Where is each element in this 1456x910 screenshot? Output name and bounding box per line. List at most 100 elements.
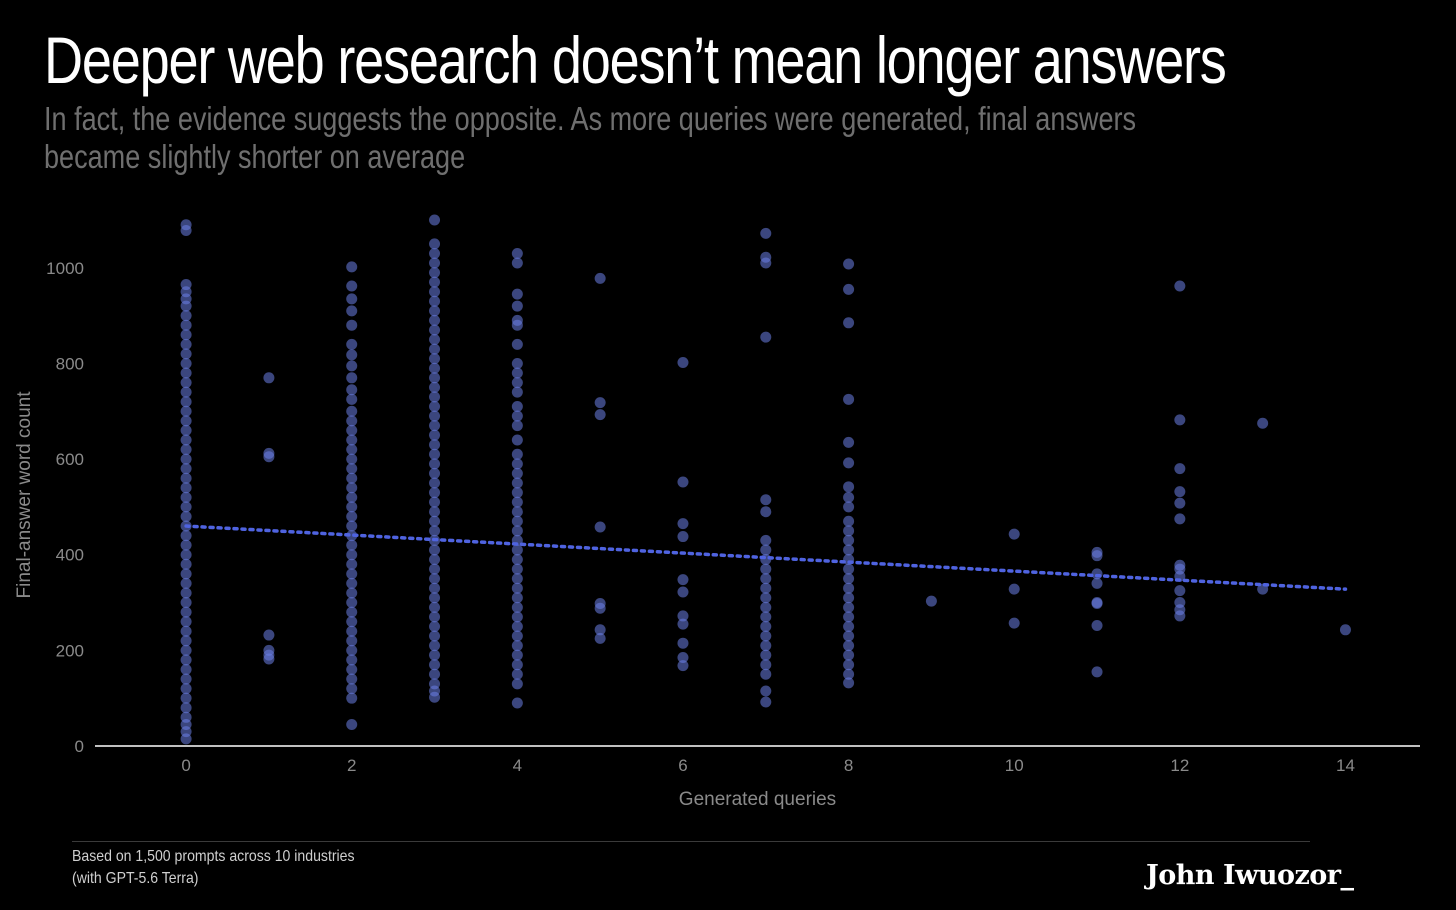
data-point bbox=[677, 618, 689, 630]
data-point bbox=[1174, 513, 1186, 525]
data-point bbox=[843, 515, 855, 527]
x-tick-label: 8 bbox=[844, 756, 853, 775]
data-point bbox=[511, 563, 523, 575]
data-point bbox=[1091, 550, 1103, 562]
data-point bbox=[511, 367, 523, 379]
data-point bbox=[346, 530, 358, 542]
data-point bbox=[511, 448, 523, 460]
data-point bbox=[346, 501, 358, 513]
data-point bbox=[180, 434, 192, 446]
y-tick-label: 0 bbox=[75, 737, 84, 756]
data-point bbox=[180, 568, 192, 580]
data-point bbox=[429, 659, 441, 671]
data-point bbox=[511, 458, 523, 470]
data-point bbox=[1091, 666, 1103, 678]
data-point bbox=[180, 386, 192, 398]
data-point bbox=[429, 353, 441, 365]
data-point bbox=[429, 525, 441, 537]
data-point bbox=[1091, 598, 1103, 610]
data-point bbox=[263, 653, 275, 665]
y-axis-label: Final-answer word count bbox=[14, 391, 35, 599]
data-point bbox=[429, 592, 441, 604]
data-point bbox=[760, 620, 772, 632]
data-point bbox=[1091, 568, 1103, 580]
data-point bbox=[263, 451, 275, 463]
data-point bbox=[346, 663, 358, 675]
data-point bbox=[346, 434, 358, 446]
data-point bbox=[346, 384, 358, 396]
data-point bbox=[1257, 417, 1269, 429]
data-point bbox=[180, 453, 192, 465]
data-point bbox=[843, 620, 855, 632]
data-point bbox=[429, 343, 441, 355]
data-point bbox=[1091, 577, 1103, 589]
y-tick-label: 1000 bbox=[46, 259, 84, 278]
data-point bbox=[760, 257, 772, 269]
data-point bbox=[843, 677, 855, 689]
data-point bbox=[429, 573, 441, 585]
data-point bbox=[180, 616, 192, 628]
data-point bbox=[511, 678, 523, 690]
data-point bbox=[429, 372, 441, 384]
data-point bbox=[677, 610, 689, 622]
data-point bbox=[511, 592, 523, 604]
data-point bbox=[180, 577, 192, 589]
data-point bbox=[180, 510, 192, 522]
data-point bbox=[346, 549, 358, 561]
data-point bbox=[429, 439, 441, 451]
data-point bbox=[843, 544, 855, 556]
data-point bbox=[346, 510, 358, 522]
data-point bbox=[843, 258, 855, 270]
data-point bbox=[760, 544, 772, 556]
data-point bbox=[511, 496, 523, 508]
data-point bbox=[511, 477, 523, 489]
data-point bbox=[511, 659, 523, 671]
data-point bbox=[677, 574, 689, 586]
data-point bbox=[429, 334, 441, 346]
data-point bbox=[1174, 486, 1186, 498]
data-point bbox=[429, 420, 441, 432]
trend-line bbox=[184, 524, 1348, 591]
data-point bbox=[760, 649, 772, 661]
data-point bbox=[760, 601, 772, 613]
data-point bbox=[511, 487, 523, 499]
data-point bbox=[429, 429, 441, 441]
data-point bbox=[677, 476, 689, 488]
x-tick-label: 10 bbox=[1005, 756, 1024, 775]
data-point bbox=[511, 420, 523, 432]
data-point bbox=[1008, 528, 1020, 540]
data-point bbox=[511, 601, 523, 613]
data-point bbox=[843, 457, 855, 469]
data-point bbox=[429, 381, 441, 393]
data-point bbox=[346, 520, 358, 532]
data-point bbox=[760, 506, 772, 518]
data-point bbox=[346, 482, 358, 494]
data-point bbox=[760, 563, 772, 575]
data-point bbox=[180, 644, 192, 656]
data-point bbox=[677, 586, 689, 598]
data-point bbox=[760, 331, 772, 343]
data-point bbox=[429, 295, 441, 307]
data-point bbox=[346, 424, 358, 436]
data-point bbox=[346, 635, 358, 647]
data-point bbox=[843, 393, 855, 405]
data-point bbox=[180, 635, 192, 647]
data-point bbox=[843, 501, 855, 513]
data-point bbox=[180, 338, 192, 350]
data-point bbox=[429, 458, 441, 470]
scatter-chart: 0 200 400 600 800 1000 0 2 4 6 8 10 12 14 Generated … bbox=[14, 214, 1420, 810]
data-point bbox=[843, 592, 855, 604]
data-point bbox=[760, 534, 772, 546]
data-point bbox=[843, 640, 855, 652]
data-point bbox=[180, 300, 192, 312]
data-point bbox=[843, 573, 855, 585]
data-point bbox=[594, 272, 606, 284]
data-point bbox=[346, 491, 358, 503]
data-point bbox=[511, 640, 523, 652]
data-point bbox=[843, 563, 855, 575]
data-point bbox=[429, 410, 441, 422]
data-point bbox=[843, 525, 855, 537]
data-point bbox=[346, 360, 358, 372]
data-point bbox=[511, 525, 523, 537]
data-point bbox=[346, 597, 358, 609]
